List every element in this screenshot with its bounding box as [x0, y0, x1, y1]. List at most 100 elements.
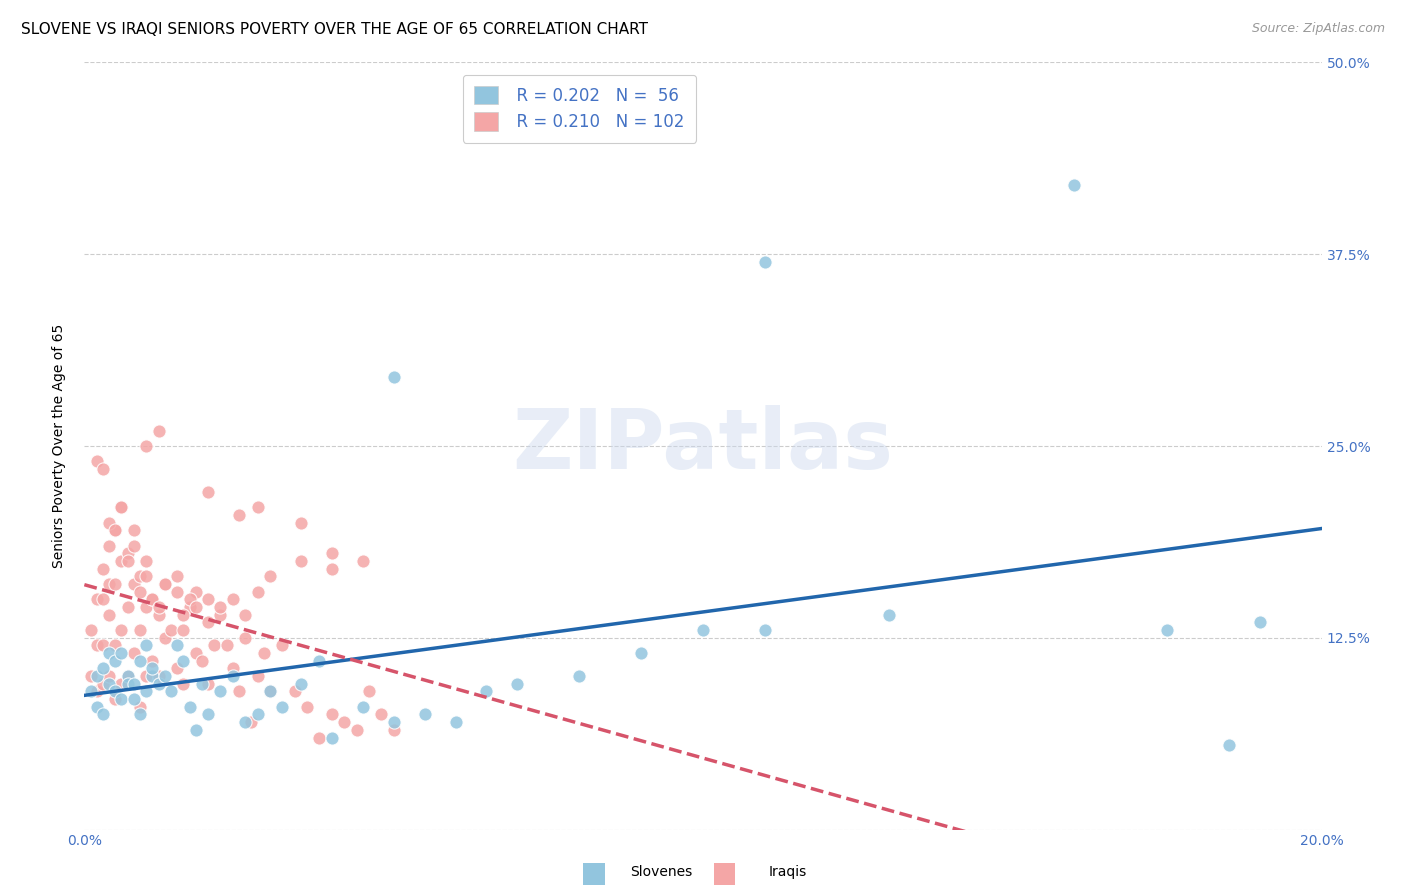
Point — [271, 639, 294, 653]
Point — [129, 707, 152, 722]
Point — [271, 699, 294, 714]
Point — [382, 723, 405, 737]
Text: Source: ZipAtlas.com: Source: ZipAtlas.com — [1251, 22, 1385, 36]
Point — [321, 546, 343, 560]
Point — [209, 600, 232, 615]
Point — [172, 623, 194, 637]
Point — [91, 661, 114, 675]
Text: ZIPatlas: ZIPatlas — [513, 406, 893, 486]
Point — [160, 623, 183, 637]
Point — [184, 646, 207, 660]
Point — [135, 554, 157, 568]
Point — [110, 623, 132, 637]
Point — [110, 554, 132, 568]
Point — [122, 646, 145, 660]
Point — [166, 639, 188, 653]
Point — [333, 715, 356, 730]
Point — [117, 669, 139, 683]
Point — [141, 669, 163, 683]
Point — [122, 539, 145, 553]
Point — [308, 731, 330, 745]
Text: SLOVENE VS IRAQI SENIORS POVERTY OVER THE AGE OF 65 CORRELATION CHART: SLOVENE VS IRAQI SENIORS POVERTY OVER TH… — [21, 22, 648, 37]
Point — [233, 715, 256, 730]
Point — [321, 731, 343, 745]
Point — [104, 577, 127, 591]
Point — [91, 707, 114, 722]
Point — [246, 500, 269, 515]
Point — [148, 607, 170, 622]
Point — [191, 654, 214, 668]
Point — [135, 669, 157, 683]
Point — [117, 546, 139, 560]
Point — [141, 654, 163, 668]
Point — [129, 569, 152, 583]
Point — [117, 600, 139, 615]
Point — [290, 516, 312, 530]
Point — [117, 669, 139, 683]
Point — [370, 707, 392, 722]
Point — [382, 715, 405, 730]
Point — [135, 684, 157, 698]
Point — [110, 692, 132, 706]
Point — [79, 669, 101, 683]
Point — [153, 577, 176, 591]
Point — [148, 600, 170, 615]
Point — [110, 500, 132, 515]
Point — [135, 569, 157, 583]
Point — [122, 524, 145, 538]
Point — [290, 677, 312, 691]
Point — [630, 646, 652, 660]
Point — [86, 639, 108, 653]
Point — [104, 524, 127, 538]
Point — [98, 669, 121, 683]
Point — [222, 661, 245, 675]
Point — [197, 677, 219, 691]
Point — [160, 684, 183, 698]
Point — [233, 607, 256, 622]
Point — [321, 707, 343, 722]
Point — [692, 623, 714, 637]
Point — [352, 699, 374, 714]
Point — [129, 699, 152, 714]
Point — [295, 699, 318, 714]
Point — [222, 592, 245, 607]
Point — [233, 631, 256, 645]
Point — [153, 631, 176, 645]
Point — [153, 669, 176, 683]
Point — [1218, 738, 1240, 752]
Point — [184, 600, 207, 615]
Point — [228, 684, 250, 698]
Point — [104, 639, 127, 653]
Point — [413, 707, 436, 722]
Point — [246, 584, 269, 599]
Point — [148, 669, 170, 683]
Point — [184, 723, 207, 737]
Point — [153, 577, 176, 591]
Point — [284, 684, 307, 698]
Point — [86, 454, 108, 468]
Point — [197, 707, 219, 722]
Point — [110, 646, 132, 660]
Point — [179, 600, 201, 615]
Point — [86, 669, 108, 683]
Point — [98, 539, 121, 553]
Point — [110, 500, 132, 515]
Point — [117, 554, 139, 568]
Point — [240, 715, 263, 730]
Point — [1249, 615, 1271, 630]
Point — [222, 669, 245, 683]
Point — [172, 677, 194, 691]
Point — [352, 554, 374, 568]
Point — [129, 584, 152, 599]
Point — [98, 516, 121, 530]
Point — [382, 370, 405, 384]
Point — [568, 669, 591, 683]
Point — [179, 699, 201, 714]
Point — [86, 684, 108, 698]
Point — [91, 677, 114, 691]
Legend:   R = 0.202   N =  56,   R = 0.210   N = 102: R = 0.202 N = 56, R = 0.210 N = 102 — [463, 75, 696, 143]
Point — [86, 592, 108, 607]
Point — [141, 592, 163, 607]
Point — [346, 723, 368, 737]
Point — [98, 646, 121, 660]
